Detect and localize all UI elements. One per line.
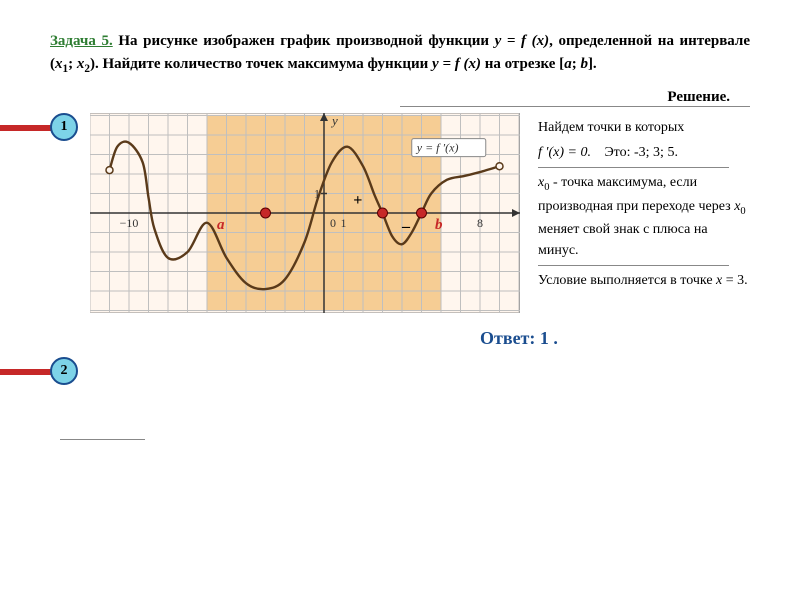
svg-text:a: a (217, 217, 225, 233)
badge-bar-2 (0, 369, 55, 375)
svg-text:8: 8 (477, 216, 483, 230)
answer-text: Ответ: 1 . (480, 328, 750, 349)
chart-container: −101801yab+–y = f ′(x) (90, 113, 520, 318)
svg-text:b: b (435, 217, 443, 233)
svg-text:1: 1 (341, 216, 347, 230)
step-badge-1: 1 (50, 113, 78, 141)
divider (538, 167, 729, 168)
svg-text:y: y (330, 113, 338, 128)
bottom-rule (60, 439, 145, 440)
svg-text:y = f ′(x): y = f ′(x) (416, 141, 459, 155)
solution-heading: Решение. (400, 89, 750, 107)
svg-text:0: 0 (330, 216, 336, 230)
badge-bar-1 (0, 125, 55, 131)
explanation-column: Найдем точки в которых f ′(x) = 0. Это: … (538, 113, 750, 295)
divider (538, 265, 729, 266)
step-badge-2: 2 (50, 357, 78, 385)
derivative-chart: −101801yab+–y = f ′(x) (90, 113, 520, 313)
svg-text:+: + (353, 192, 362, 209)
svg-text:–: – (401, 218, 411, 235)
svg-text:−10: −10 (120, 216, 139, 230)
problem-statement: Задача 5. На рисунке изображен график пр… (50, 30, 750, 77)
svg-text:1: 1 (314, 187, 320, 201)
task-label: Задача 5. (50, 33, 113, 49)
